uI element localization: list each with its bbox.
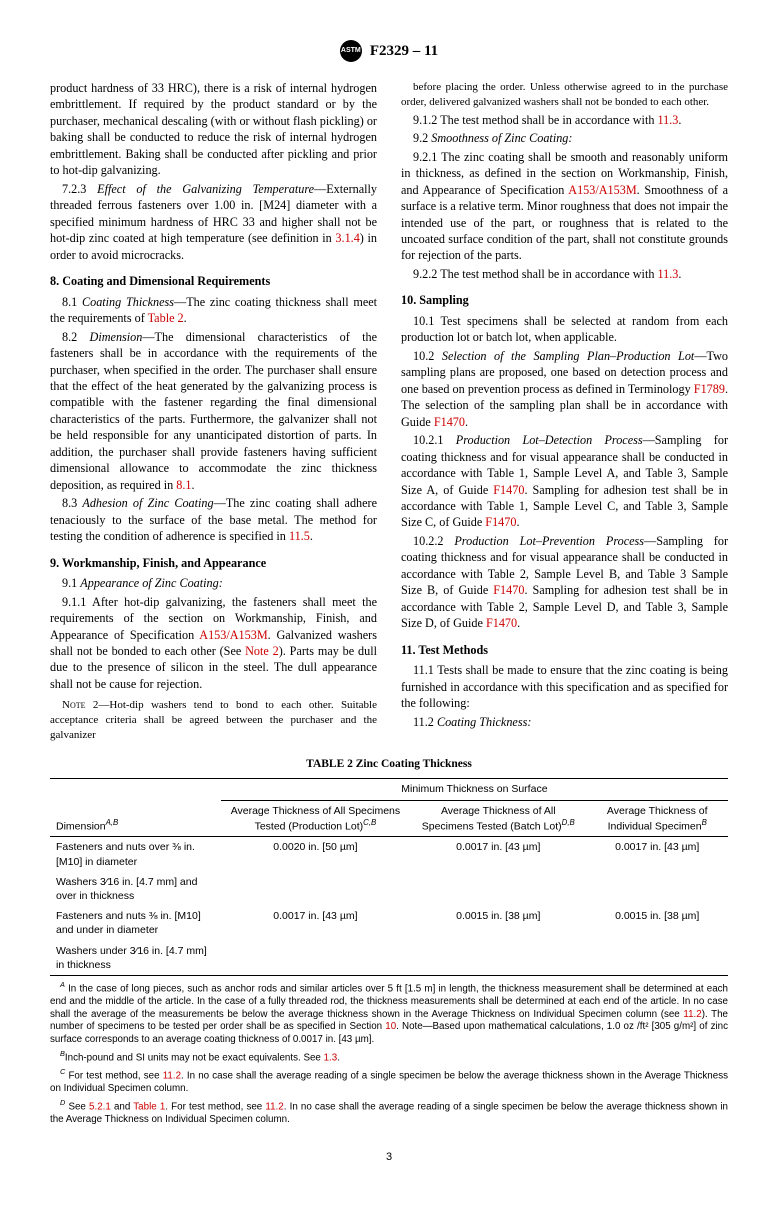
table-cell: 0.0017 in. [43 µm] — [221, 906, 410, 940]
col-header: Average Thickness of All Specimens Teste… — [410, 800, 586, 837]
link-ref[interactable]: Table 1 — [133, 1101, 165, 1112]
coating-thickness-table: DimensionA,B Minimum Thickness on Surfac… — [50, 778, 728, 975]
section-heading: 8. Coating and Dimensional Requirements — [50, 273, 377, 289]
link-ref[interactable]: F1470 — [486, 616, 517, 630]
table-cell: Washers under 3⁄16 in. [4.7 mm] in thick… — [50, 941, 221, 976]
para: product hardness of 33 HRC), there is a … — [50, 80, 377, 179]
link-ref[interactable]: 5.2.1 — [89, 1101, 111, 1112]
note-cont: before placing the order. Unless otherwi… — [401, 80, 728, 110]
link-ref[interactable]: F1789 — [694, 382, 725, 396]
table-cell: Fasteners and nuts ⅜ in. [M10] and under… — [50, 906, 221, 940]
page-number: 3 — [50, 1150, 728, 1165]
section-heading: 9. Workmanship, Finish, and Appearance — [50, 555, 377, 571]
para: 8.3 Adhesion of Zinc Coating—The zinc co… — [50, 495, 377, 544]
table-cell: 0.0015 in. [38 µm] — [586, 906, 728, 940]
col-header: Average Thickness of Individual Specimen… — [586, 800, 728, 837]
para: 11.2 Coating Thickness: — [401, 714, 728, 730]
table-cell: 0.0017 in. [43 µm] — [410, 837, 586, 872]
link-ref[interactable]: A153/A153M — [568, 183, 636, 197]
link-ref[interactable]: Note 2 — [245, 644, 279, 658]
table-cell: 0.0017 in. [43 µm] — [586, 837, 728, 872]
link-ref[interactable]: A153/A153M — [199, 628, 267, 642]
designation: F2329 – 11 — [370, 41, 438, 61]
link-ref[interactable]: 1.3 — [324, 1052, 338, 1063]
para: 11.1 Tests shall be made to ensure that … — [401, 662, 728, 711]
table-cell: Fasteners and nuts over ⅜ in. [M10] in d… — [50, 837, 221, 872]
para: 8.1 Coating Thickness—The zinc coating t… — [50, 294, 377, 327]
body-columns: product hardness of 33 HRC), there is a … — [50, 80, 728, 743]
link-ref[interactable]: 11.2 — [163, 1070, 181, 1081]
col-span-header: Minimum Thickness on Surface — [221, 779, 728, 800]
col-header: Average Thickness of All Specimens Teste… — [221, 800, 410, 837]
link-ref[interactable]: 10 — [385, 1021, 396, 1032]
table-title: TABLE 2 Zinc Coating Thickness — [50, 757, 728, 773]
para: 9.2 Smoothness of Zinc Coating: — [401, 130, 728, 146]
note: Note 2—Hot-dip washers tend to bond to e… — [50, 698, 377, 743]
page-header: ASTM F2329 – 11 — [50, 40, 728, 62]
para: 9.2.2 The test method shall be in accord… — [401, 266, 728, 282]
link-ref[interactable]: F1470 — [485, 515, 516, 529]
section-heading: 11. Test Methods — [401, 642, 728, 658]
para: 9.1.1 After hot-dip galvanizing, the fas… — [50, 594, 377, 693]
link-ref[interactable]: 11.2 — [265, 1101, 283, 1112]
link-ref[interactable]: 8.1 — [176, 478, 191, 492]
table-cell: 0.0015 in. [38 µm] — [410, 906, 586, 940]
link-ref[interactable]: 11.5 — [289, 529, 310, 543]
para: 9.1.2 The test method shall be in accord… — [401, 112, 728, 128]
col-header: DimensionA,B — [50, 779, 221, 837]
link-ref[interactable]: 11.3 — [657, 267, 678, 281]
section-heading: 10. Sampling — [401, 292, 728, 308]
link-ref[interactable]: 11.2 — [683, 1009, 701, 1020]
para: 9.1 Appearance of Zinc Coating: — [50, 575, 377, 591]
link-ref[interactable]: F1470 — [434, 415, 465, 429]
para: 10.2 Selection of the Sampling Plan–Prod… — [401, 348, 728, 430]
table-footnotes: A In the case of long pieces, such as an… — [50, 980, 728, 1126]
para: 10.2.2 Production Lot–Prevention Process… — [401, 533, 728, 632]
link-ref[interactable]: F1470 — [493, 483, 524, 497]
link-ref[interactable]: F1470 — [493, 583, 524, 597]
link-ref[interactable]: 3.1.4 — [335, 231, 359, 245]
link-ref[interactable]: Table 2 — [148, 311, 184, 325]
para: 10.1 Test specimens shall be selected at… — [401, 313, 728, 346]
para: 7.2.3 Effect of the Galvanizing Temperat… — [50, 181, 377, 263]
table-cell: Washers 3⁄16 in. [4.7 mm] and over in th… — [50, 872, 221, 906]
link-ref[interactable]: 11.3 — [657, 113, 678, 127]
para: 9.2.1 The zinc coating shall be smooth a… — [401, 149, 728, 264]
astm-logo-icon: ASTM — [340, 40, 362, 62]
table-cell: 0.0020 in. [50 µm] — [221, 837, 410, 872]
para: 8.2 Dimension—The dimensional characteri… — [50, 329, 377, 494]
para: 10.2.1 Production Lot–Detection Process—… — [401, 432, 728, 531]
